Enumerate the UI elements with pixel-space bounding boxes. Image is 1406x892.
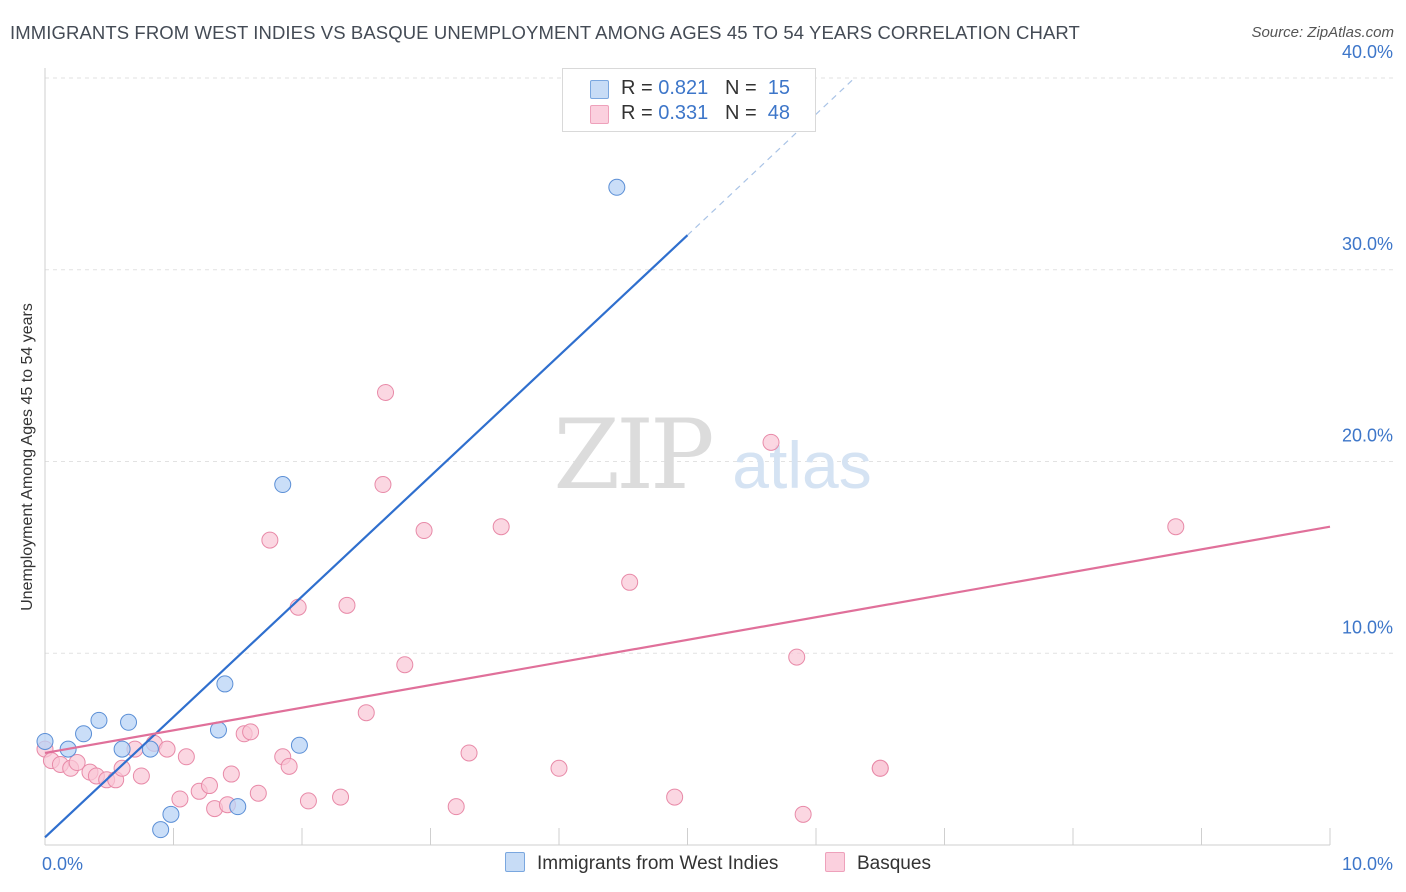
basques-point bbox=[396, 656, 414, 674]
west-indies-point bbox=[290, 736, 308, 754]
bottom-legend-label: Immigrants from West Indies bbox=[537, 853, 779, 874]
basques-points bbox=[36, 383, 1185, 823]
legend-swatch-blue bbox=[590, 80, 609, 99]
bottom-legend-swatch-blue bbox=[505, 852, 525, 872]
correlation-legend: R = 0.821 N = 15 R = 0.331 N = 48 bbox=[562, 68, 816, 132]
bottom-legend-swatch-pink bbox=[825, 852, 845, 872]
basques-point bbox=[1167, 518, 1185, 536]
y-tick-label: 20.0% bbox=[1342, 426, 1393, 446]
basques-point bbox=[280, 757, 298, 775]
basques-point bbox=[492, 518, 510, 536]
basques-point bbox=[177, 748, 195, 766]
basques-point bbox=[249, 784, 267, 802]
basques-point bbox=[794, 805, 812, 823]
basques-point bbox=[338, 596, 356, 614]
trendlines bbox=[44, 77, 1331, 839]
basques-point bbox=[158, 740, 176, 758]
basques-point bbox=[788, 648, 806, 666]
x-tick-label: 0.0% bbox=[42, 854, 83, 874]
west-indies-point bbox=[152, 821, 170, 839]
legend-n-value: 48 bbox=[767, 102, 791, 124]
basques-point bbox=[171, 790, 189, 808]
watermark: ZIP atlas bbox=[553, 399, 871, 511]
basques-point bbox=[357, 704, 375, 722]
legend-n-value: 15 bbox=[767, 77, 791, 99]
basques-point bbox=[261, 531, 279, 549]
basques-point bbox=[460, 744, 478, 762]
x-tick-label: 10.0% bbox=[1342, 854, 1393, 874]
axis-layer bbox=[44, 68, 1331, 846]
basques-point bbox=[242, 723, 260, 741]
watermark-atlas: atlas bbox=[732, 428, 871, 502]
grid-layer bbox=[45, 77, 1395, 654]
y-tick-label: 30.0% bbox=[1342, 234, 1393, 254]
west-indies-point bbox=[36, 732, 54, 750]
basques-point bbox=[299, 792, 317, 810]
legend-n-label: N = bbox=[724, 77, 763, 99]
basques-point bbox=[332, 788, 350, 806]
legend-row-west-indies: R = 0.821 N = 15 bbox=[563, 77, 815, 101]
source-label: Source: ZipAtlas.com bbox=[1251, 24, 1394, 41]
west-indies-point bbox=[90, 711, 108, 729]
basques-point bbox=[377, 383, 395, 401]
basques-point bbox=[374, 476, 392, 494]
legend-swatch-pink bbox=[590, 105, 609, 124]
basques-point bbox=[222, 765, 240, 783]
tick-labels: 10.0% 20.0% 30.0% 40.0% 0.0% 10.0% bbox=[42, 42, 1393, 874]
west-indies-point bbox=[113, 740, 131, 758]
bottom-legend-label: Basques bbox=[857, 853, 931, 874]
west-indies-trendline bbox=[44, 234, 689, 839]
chart-title: IMMIGRANTS FROM WEST INDIES VS BASQUE UN… bbox=[10, 22, 1080, 43]
y-tick-label: 10.0% bbox=[1342, 617, 1393, 637]
legend-r-label: R = bbox=[621, 77, 659, 99]
basques-point bbox=[415, 522, 433, 540]
legend-r-value: 0.331 bbox=[658, 102, 709, 124]
y-tick-label: 40.0% bbox=[1342, 42, 1393, 62]
basques-point bbox=[132, 767, 150, 785]
west-indies-point bbox=[274, 476, 292, 494]
west-indies-trendline-extension bbox=[687, 77, 855, 236]
west-indies-point bbox=[608, 178, 626, 196]
west-indies-point bbox=[229, 798, 247, 816]
bottom-legend-basques: Basques bbox=[825, 852, 931, 875]
basques-point bbox=[289, 598, 307, 616]
basques-point bbox=[621, 573, 639, 591]
legend-r-label: R = bbox=[621, 102, 659, 124]
basques-point bbox=[447, 798, 465, 816]
west-indies-point bbox=[162, 805, 180, 823]
watermark-zip: ZIP bbox=[553, 399, 712, 511]
basques-point bbox=[68, 754, 86, 772]
west-indies-point bbox=[141, 740, 159, 758]
basques-point bbox=[550, 759, 568, 777]
west-indies-point bbox=[120, 713, 138, 731]
basques-point bbox=[666, 788, 684, 806]
west-indies-points bbox=[36, 178, 626, 839]
west-indies-point bbox=[75, 725, 93, 743]
basques-point bbox=[762, 433, 780, 451]
legend-r-value: 0.821 bbox=[658, 77, 709, 99]
basques-point bbox=[113, 759, 131, 777]
bottom-legend-west-indies: Immigrants from West Indies bbox=[505, 852, 778, 875]
legend-row-basques: R = 0.331 N = 48 bbox=[563, 102, 815, 126]
legend-n-label: N = bbox=[724, 102, 763, 124]
basques-point bbox=[871, 759, 889, 777]
west-indies-point bbox=[216, 675, 234, 693]
basques-point bbox=[200, 777, 218, 795]
basques-trendline bbox=[44, 525, 1331, 755]
